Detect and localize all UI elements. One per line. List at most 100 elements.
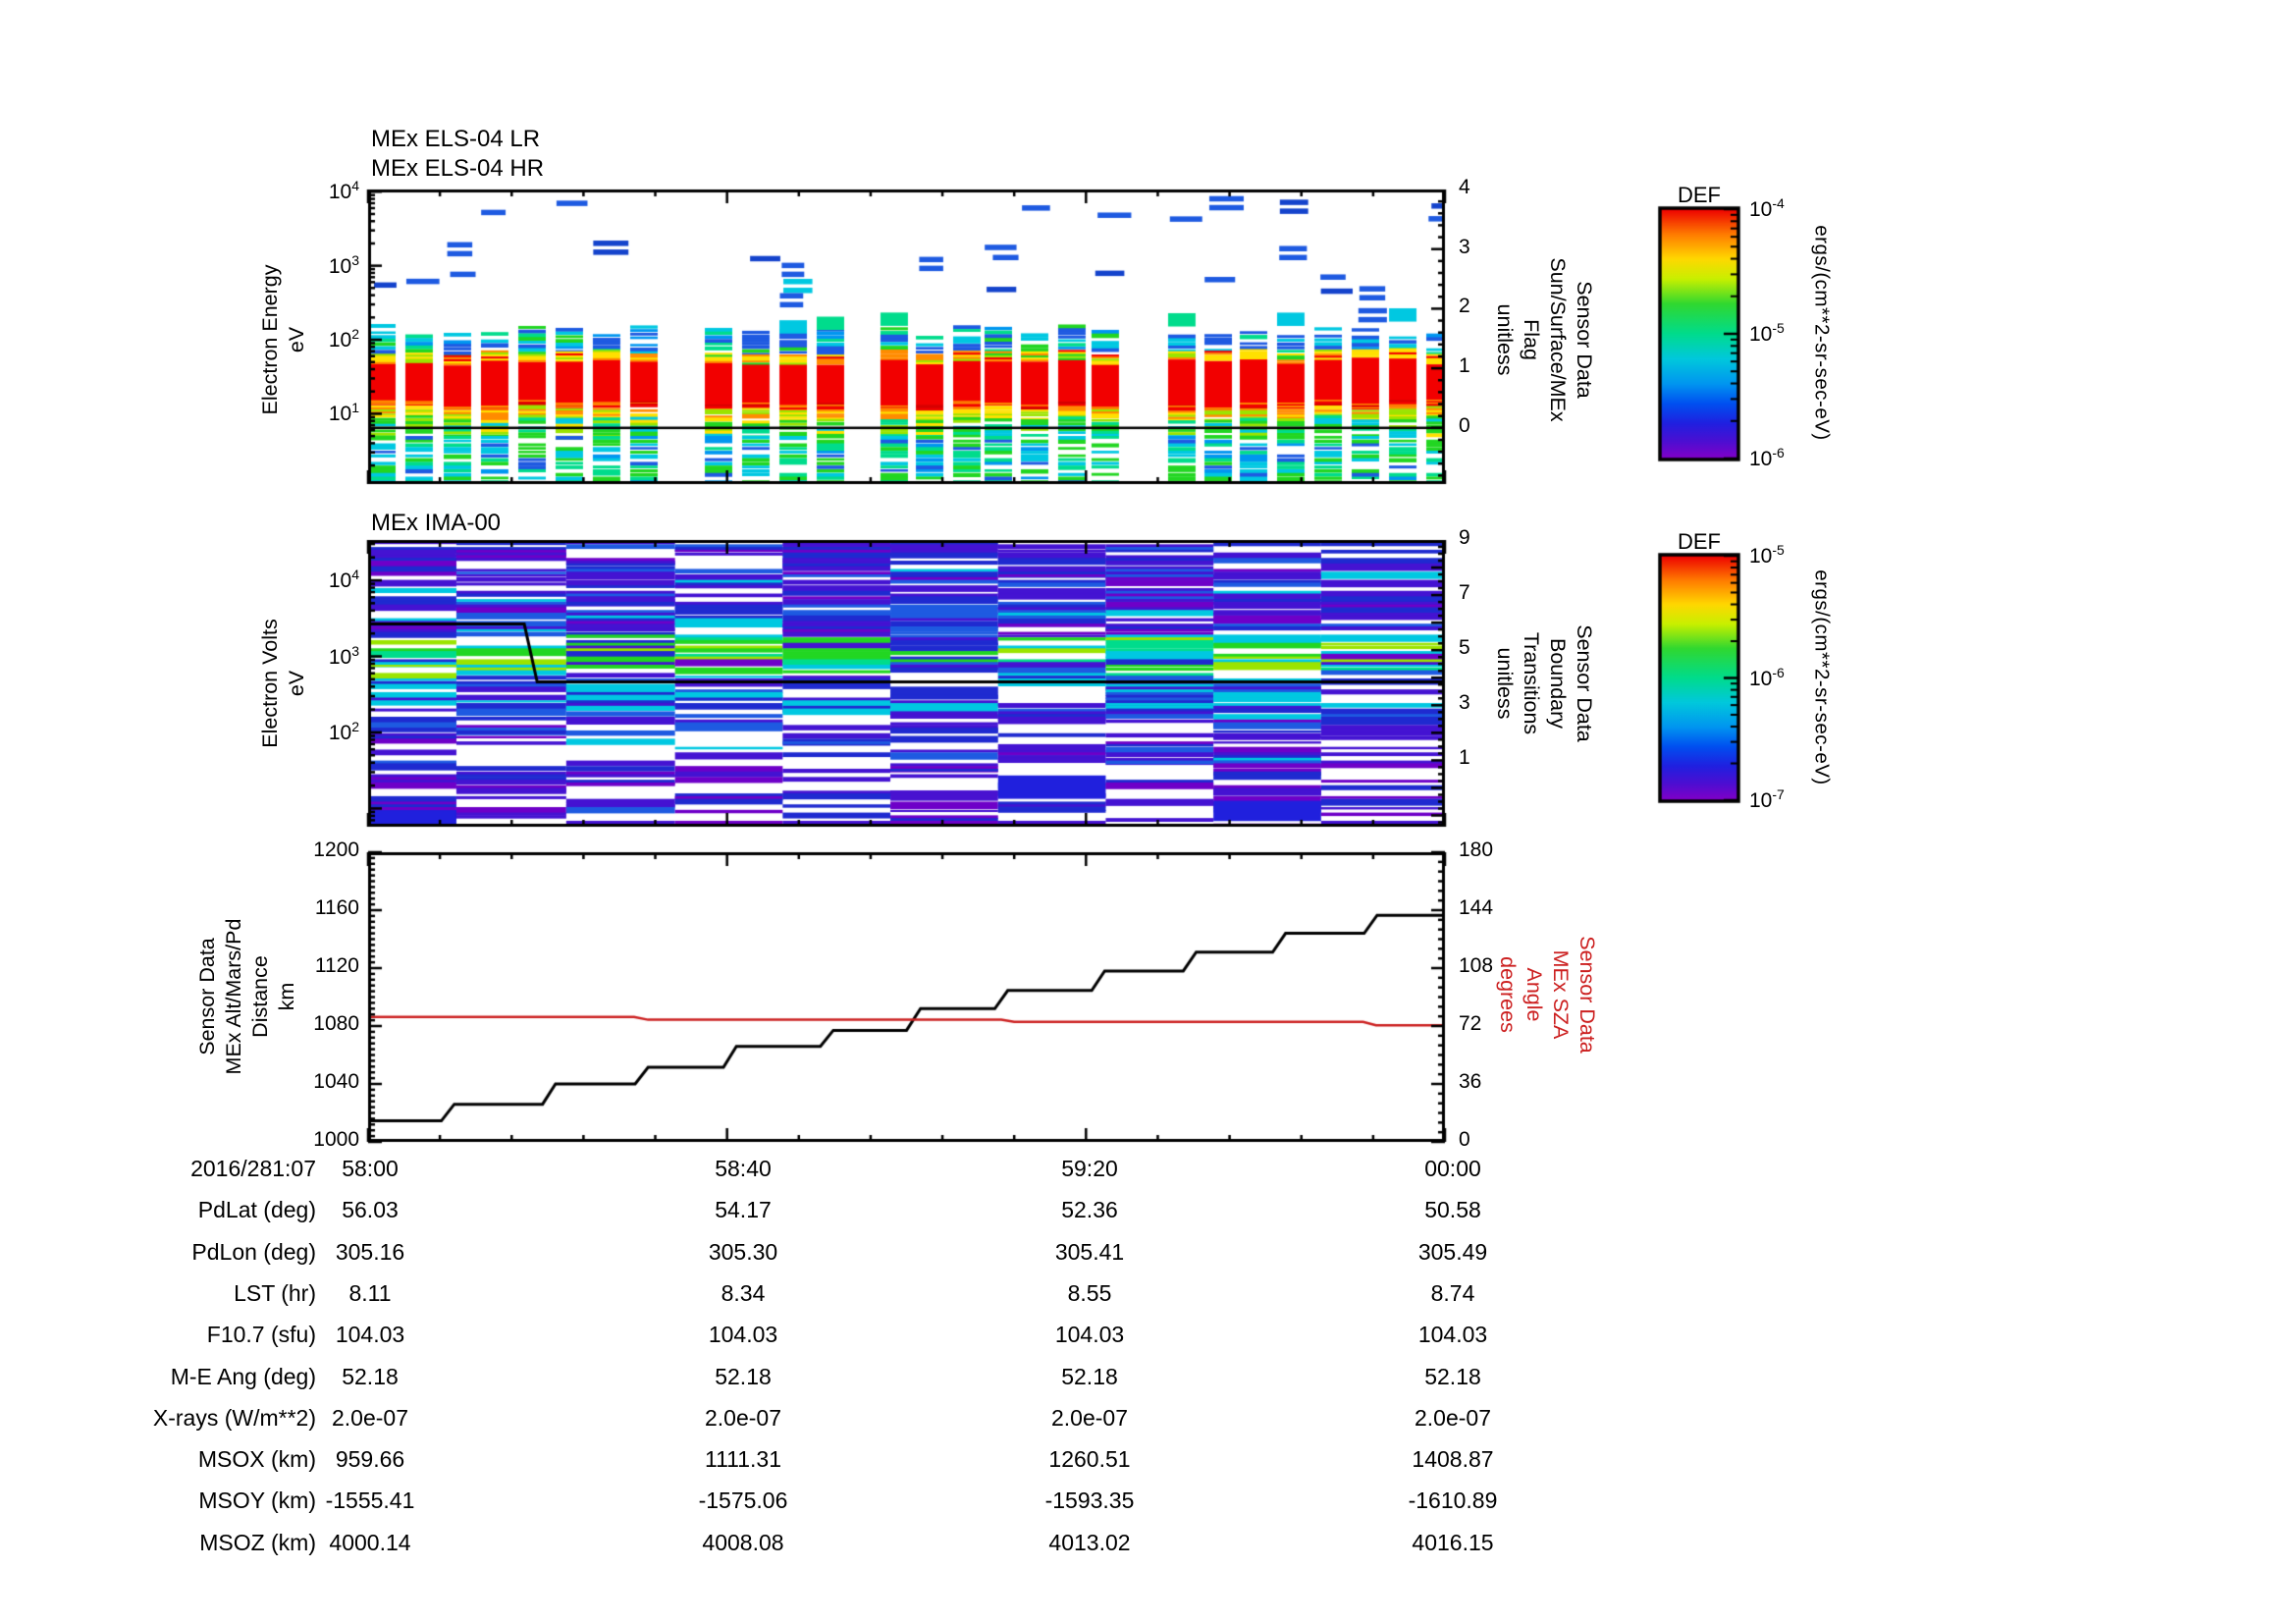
table-row-label: X-rays (W/m**2) <box>152 1404 316 1431</box>
table-cell: -1555.41 <box>325 1488 415 1514</box>
colorbar-tick-label: 10-5 <box>1749 542 1785 568</box>
table-cell: 1408.87 <box>1412 1446 1494 1473</box>
alt-right-tick-label: 0 <box>1459 1128 1470 1151</box>
els-right-axis-label: Sensor Data Sun/Surface/MEx Flag unitless <box>1491 257 1597 421</box>
alt-ytick-label: 1000 <box>313 1128 359 1151</box>
els-ytick-label: 104 <box>328 178 359 204</box>
ima-panel-title: MEx IMA-00 <box>371 510 502 536</box>
els-right-tick-label: 0 <box>1459 413 1470 437</box>
table-cell: 2.0e-07 <box>704 1404 782 1431</box>
table-cell: 8.74 <box>1430 1279 1475 1306</box>
els-ytick-label: 101 <box>328 400 359 426</box>
sza-right-axis-label: Sensor Data MEx SZA Angle degrees <box>1494 936 1600 1054</box>
ima-right-tick-label: 1 <box>1459 746 1470 770</box>
ima-right-tick-label: 7 <box>1459 581 1470 605</box>
colorbar1-unit-label: ergs/(cm**2-sr-sec-eV) <box>1810 225 1834 441</box>
axis-label-line: Transitions <box>1520 631 1543 735</box>
alt-right-tick-label: 36 <box>1459 1070 1482 1093</box>
table-cell: 305.41 <box>1054 1238 1125 1265</box>
table-row-label: LST (hr) <box>234 1279 316 1306</box>
colorbar-tick-label: 10-6 <box>1749 664 1785 690</box>
alt-y-axis-label: Sensor Data MEx Alt/Mars/Pd Distance km <box>194 919 300 1075</box>
time-axis-label: 00:00 <box>1424 1156 1481 1181</box>
time-axis-label: 58:00 <box>342 1156 399 1181</box>
table-cell: 1111.31 <box>704 1446 782 1473</box>
alt-ytick-label: 1040 <box>313 1070 359 1093</box>
axis-label-line: unitless <box>1493 647 1517 720</box>
ima-right-tick-label: 9 <box>1459 526 1470 549</box>
table-cell: 4008.08 <box>702 1529 784 1555</box>
table-row-label: F10.7 (sfu) <box>206 1322 316 1348</box>
table-cell: 959.66 <box>335 1446 405 1473</box>
alt-ytick-label: 1120 <box>314 954 359 977</box>
table-cell: 104.03 <box>335 1322 405 1348</box>
els-right-tick-label: 3 <box>1459 235 1470 258</box>
els-right-tick-label: 4 <box>1459 176 1470 198</box>
table-cell: 8.34 <box>721 1279 766 1306</box>
table-cell: 52.36 <box>1061 1197 1118 1223</box>
alt-right-tick-label: 180 <box>1459 839 1494 861</box>
ima-right-tick-label: 5 <box>1459 636 1470 660</box>
table-cell: 52.18 <box>715 1363 772 1389</box>
table-cell: 1260.51 <box>1048 1446 1131 1473</box>
ima-ytick-label: 103 <box>328 642 359 669</box>
table-cell: 4000.14 <box>329 1529 411 1555</box>
axis-label-line: unitless <box>1493 303 1517 376</box>
axis-label-line: MEx SZA <box>1549 949 1573 1040</box>
table-cell: 2.0e-07 <box>1414 1404 1492 1431</box>
table-row-label: 2016/281:07 <box>190 1156 316 1181</box>
table-cell: 4016.15 <box>1412 1529 1494 1555</box>
alt-ytick-label: 1200 <box>313 839 359 861</box>
ima-ytick-label: 102 <box>328 718 359 744</box>
colorbar-tick-label: 10-6 <box>1749 445 1785 470</box>
axis-label-line: degrees <box>1496 956 1520 1033</box>
table-cell: 4013.02 <box>1048 1529 1131 1555</box>
axis-label-line: Sensor Data <box>1573 281 1596 399</box>
table-cell: 52.18 <box>342 1363 399 1389</box>
table-row-label: MSOX (km) <box>197 1446 316 1473</box>
colorbar-tick-label: 10-4 <box>1749 195 1785 221</box>
table-cell: 8.11 <box>348 1279 392 1306</box>
axis-label-line: Flag <box>1520 319 1543 360</box>
els-ytick-label: 102 <box>328 326 359 352</box>
time-axis-label: 58:40 <box>715 1156 772 1181</box>
ima-right-tick-label: 3 <box>1459 691 1470 715</box>
axis-label-line: Sensor Data <box>1573 624 1596 742</box>
table-cell: 2.0e-07 <box>1050 1404 1129 1431</box>
alt-right-tick-label: 144 <box>1459 896 1494 919</box>
alt-right-tick-label: 72 <box>1459 1012 1482 1035</box>
table-cell: 104.03 <box>708 1322 778 1348</box>
alt-ytick-label: 1160 <box>314 896 359 919</box>
colorbar-tick-label: 10-5 <box>1749 320 1785 346</box>
alt-ytick-label: 1080 <box>313 1012 359 1035</box>
table-row-label: PdLon (deg) <box>191 1238 316 1265</box>
els-panel-title-line2: MEx ELS-04 HR <box>371 155 545 182</box>
table-cell: 104.03 <box>1054 1322 1125 1348</box>
time-axis-label: 59:20 <box>1061 1156 1118 1181</box>
colorbar2-unit-label: ergs/(cm**2-sr-sec-eV) <box>1810 569 1834 785</box>
table-cell: 104.03 <box>1417 1322 1488 1348</box>
table-cell: 8.55 <box>1067 1279 1112 1306</box>
colorbar2-title: DEF <box>1678 529 1721 554</box>
els-ytick-label: 103 <box>328 251 359 278</box>
axis-label-line: Boundary <box>1546 637 1570 730</box>
axis-label-line: Distance <box>248 955 272 1038</box>
axis-label-line: Angle <box>1522 967 1546 1022</box>
table-cell: 54.17 <box>715 1197 772 1223</box>
alt-right-tick-label: 108 <box>1459 954 1494 977</box>
ima-ytick-label: 104 <box>328 567 359 593</box>
table-row-label: MSOZ (km) <box>199 1529 316 1555</box>
table-cell: 305.30 <box>708 1238 778 1265</box>
els-panel-title-line1: MEx ELS-04 LR <box>371 126 541 152</box>
table-cell: -1593.35 <box>1044 1488 1135 1514</box>
els-right-tick-label: 2 <box>1459 295 1470 318</box>
table-cell: -1575.06 <box>698 1488 788 1514</box>
table-row-label: M-E Ang (deg) <box>170 1363 316 1389</box>
axis-label-line: MEx Alt/Mars/Pd <box>222 918 245 1075</box>
table-cell: 2.0e-07 <box>331 1404 409 1431</box>
axis-label-line: km <box>275 982 298 1011</box>
table-cell: 52.18 <box>1061 1363 1118 1389</box>
table-cell: 52.18 <box>1424 1363 1481 1389</box>
